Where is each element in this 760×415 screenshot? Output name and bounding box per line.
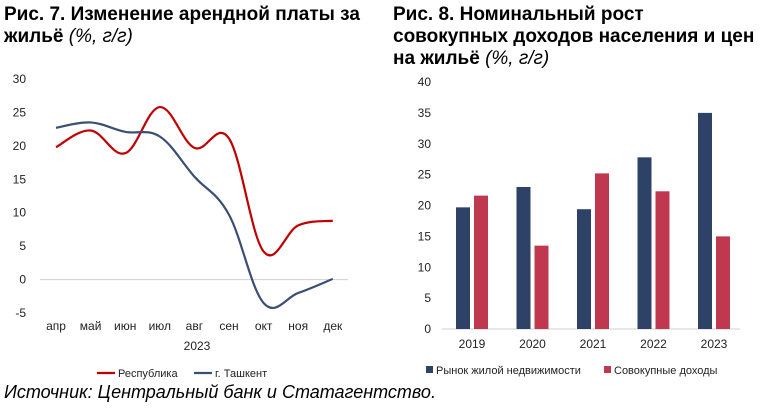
chart7-title: Рис. 7. Изменение арендной платы за жиль… [4,4,374,48]
y-tick-label: 30 [418,137,432,151]
x-tick-label: 2020 [519,337,546,351]
y-tick-label: 40 [418,75,432,89]
legend-swatch [426,366,433,373]
x-axis-label: 2023 [184,339,211,353]
legend-label: Рынок жилой недвижимости [436,365,581,377]
chart8-title-main: Рис. 8. Номинальный рост совокупных дохо… [393,4,755,69]
rent-change-line-chart: -5 0 5 10 15 20 25 30 апр май июн июл авг сен окт ноя де… [13,72,348,380]
y-tick-label: 20 [13,139,27,153]
x-tick-label: дек [323,319,343,333]
source-note: Источник: Центральный банк и Статагентст… [4,382,436,402]
x-tick-label: окт [255,319,273,333]
y-tick-label: 25 [418,168,432,182]
bar-housing [516,186,531,329]
bar-housing [456,207,470,329]
x-tick-label: 2021 [580,337,607,351]
bar-income [716,236,730,329]
chart8-title: Рис. 8. Номинальный рост совокупных дохо… [393,4,758,70]
bar-income [655,191,670,329]
y-tick-label: 10 [418,260,432,274]
chart8-title-unit: (%, г/г) [485,48,550,69]
y-tick-label: 0 [424,322,431,336]
chart7-title-unit: (%, г/г) [68,26,133,47]
legend-swatch [604,366,611,373]
y-tick-label: 20 [418,199,432,213]
legend-label: Совокупные доходы [614,365,718,377]
y-tick-label: 10 [13,206,27,220]
y-tick-label: -5 [15,306,26,320]
chart7-title-main: Рис. 7. Изменение арендной платы за жиль… [4,4,360,47]
x-tick-label: июн [114,319,136,333]
bar-income [534,245,549,329]
y-tick-label: 0 [19,273,26,287]
bar-housing [637,157,652,329]
x-tick-label: авг [186,319,204,333]
x-tick-label: 2022 [640,337,667,351]
bar-income [595,173,609,329]
x-tick-label: июл [149,319,171,333]
y-tick-label: 5 [19,239,26,253]
x-tick-label: апр [46,319,66,333]
series-line-2 [55,121,334,310]
y-tick-label: 5 [424,291,431,305]
x-tick-label: май [80,319,102,333]
y-tick-label: 30 [13,72,27,86]
x-tick-label: 2019 [459,337,486,351]
x-tick-label: ноя [288,319,308,333]
bar-housing [577,209,591,329]
legend-label: Республика [118,368,178,380]
y-tick-label: 15 [13,172,27,186]
x-tick-label: сен [219,319,238,333]
x-tick-label: 2023 [701,337,728,351]
income-housing-bar-chart: 0 5 10 15 20 25 30 35 40 2019 2020 2021 2022 2023 Рыно… [418,75,740,377]
y-tick-label: 35 [418,106,432,120]
legend-label: г. Ташкент [215,368,267,380]
bar-housing [698,112,712,329]
y-tick-label: 15 [418,229,432,243]
bar-income [474,195,488,329]
y-tick-label: 25 [13,105,27,119]
series-line-1 [55,105,333,257]
